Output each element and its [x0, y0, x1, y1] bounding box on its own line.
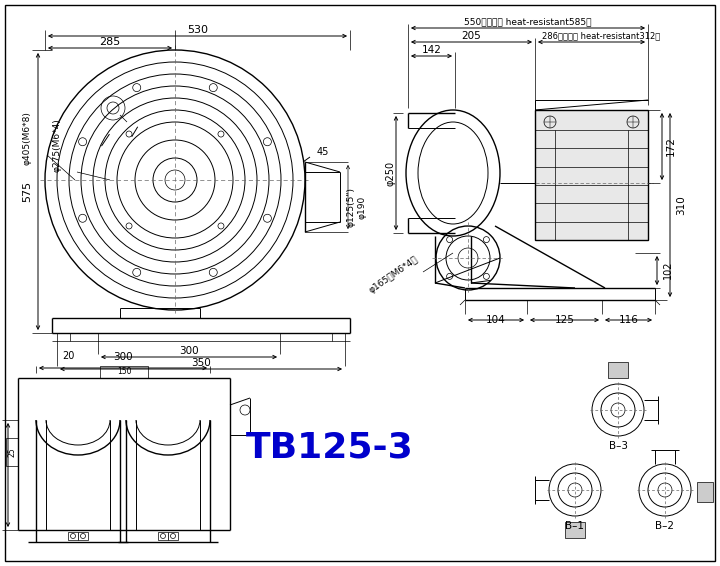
Bar	[168, 532, 178, 540]
Text: 310: 310	[676, 195, 686, 215]
Text: 350: 350	[191, 358, 211, 368]
Text: 20: 20	[62, 351, 74, 361]
Bar	[697, 482, 713, 502]
Text: 285: 285	[99, 37, 121, 47]
Text: B–2: B–2	[655, 521, 675, 531]
Text: 45: 45	[317, 147, 329, 157]
Text: 104: 104	[486, 315, 506, 325]
Bar	[68, 532, 78, 540]
Text: 150: 150	[117, 367, 131, 376]
Bar	[608, 362, 628, 378]
Text: 116: 116	[618, 315, 639, 325]
Text: 575: 575	[22, 181, 32, 202]
Bar	[158, 532, 168, 540]
Text: B–1: B–1	[565, 521, 585, 531]
Text: 25: 25	[7, 447, 17, 457]
Text: 300: 300	[113, 352, 132, 362]
Text: φ405(M6*8): φ405(M6*8)	[22, 111, 32, 165]
Text: φ125(5"): φ125(5")	[346, 187, 356, 227]
Text: 172: 172	[666, 136, 676, 156]
Bar	[78, 532, 88, 540]
Text: φ250: φ250	[385, 160, 395, 186]
Bar	[535, 110, 648, 240]
Text: 142: 142	[422, 45, 441, 55]
Text: 205: 205	[462, 31, 482, 41]
Text: 300: 300	[179, 346, 199, 356]
Text: 125: 125	[0, 465, 2, 485]
Text: 286（隨热型 heat-resistant312）: 286（隨热型 heat-resistant312）	[542, 32, 661, 41]
Text: φ165（M6*4）: φ165（M6*4）	[368, 255, 420, 295]
Bar	[100, 366, 148, 378]
Text: 530: 530	[187, 25, 208, 35]
Text: 550（隨热型 heat-resistant585）: 550（隨热型 heat-resistant585）	[464, 18, 592, 27]
Bar	[6, 438, 18, 466]
Text: TB125-3: TB125-3	[246, 431, 414, 465]
Text: φ275(M6*4): φ275(M6*4)	[53, 118, 61, 172]
Bar	[565, 522, 585, 538]
Text: 102: 102	[663, 261, 673, 279]
Text: φ190: φ190	[358, 195, 366, 218]
Text: B–3: B–3	[608, 441, 628, 451]
Text: 125: 125	[554, 315, 575, 325]
